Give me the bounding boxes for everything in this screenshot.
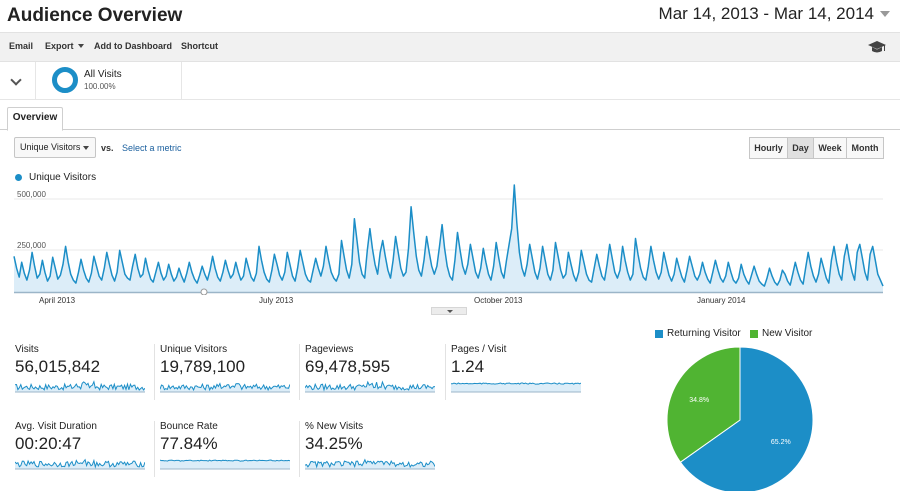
segment-bar: All Visits 100.00%	[0, 62, 900, 100]
metric-card-visits[interactable]: Visits 56,015,842	[15, 344, 155, 404]
metric-value: 69,478,595	[305, 357, 391, 376]
sparkline	[15, 380, 145, 393]
sparkline-line	[305, 380, 435, 392]
page-title: Audience Overview	[7, 5, 183, 26]
sparkline-area	[305, 382, 435, 392]
metric-card-pages-per-visit[interactable]: Pages / Visit 1.24	[445, 344, 591, 404]
shortcut-button[interactable]: Shortcut	[181, 41, 218, 51]
x-tick-label: July 2013	[259, 296, 294, 305]
chevron-down-icon	[447, 310, 453, 313]
granularity-week[interactable]: Week	[813, 137, 847, 159]
metric-value: 19,789,100	[160, 357, 246, 376]
date-range-caret-icon[interactable]	[880, 11, 890, 17]
y-tick-label: 500,000	[17, 190, 46, 199]
sparkline-area	[451, 383, 581, 392]
x-tick-label: April 2013	[39, 296, 76, 305]
card-divider	[299, 421, 300, 477]
export-label: Export	[45, 41, 74, 51]
sparkline-area	[15, 381, 145, 392]
sparkline	[160, 459, 290, 470]
vs-label: vs.	[101, 143, 114, 153]
metric-value: 56,015,842	[15, 357, 101, 376]
x-tick-label: January 2014	[697, 296, 746, 305]
sparkline	[160, 382, 290, 393]
y-tick-label: 250,000	[17, 241, 46, 250]
metric-card-pageviews[interactable]: Pageviews 69,478,595	[299, 344, 445, 404]
sparkline	[305, 380, 435, 393]
legend-new-visitor[interactable]: New Visitor	[762, 328, 813, 339]
metric-label: Unique Visitors	[160, 344, 228, 355]
chevron-down-icon	[10, 74, 22, 86]
add-to-dashboard-button[interactable]: Add to Dashboard	[94, 41, 172, 51]
sparkline-area	[160, 383, 290, 392]
segment-ring-icon	[52, 67, 78, 93]
x-tick-label: October 2013	[474, 296, 523, 305]
tab-strip: Overview	[0, 100, 900, 131]
pie-slice-returning-visitor[interactable]	[679, 346, 814, 491]
pie-slice-new-visitor[interactable]	[666, 346, 741, 463]
date-range-picker[interactable]: Mar 14, 2013 - Mar 14, 2014	[658, 4, 874, 23]
segment-divider	[181, 62, 182, 100]
metric-card-bounce-rate[interactable]: Bounce Rate 77.84%	[154, 421, 300, 481]
card-divider	[299, 344, 300, 400]
segment-toggle[interactable]	[0, 62, 36, 100]
sparkline-line	[15, 458, 145, 469]
metric-label: Pages / Visit	[451, 344, 507, 355]
metric-label: Pageviews	[305, 344, 354, 355]
tab-overview[interactable]: Overview	[7, 107, 63, 131]
sparkline	[15, 458, 145, 470]
chart-expand-handle[interactable]	[431, 307, 467, 315]
metric-card-unique-visitors[interactable]: Unique Visitors 19,789,100	[154, 344, 300, 404]
metric-value: 00:20:47	[15, 434, 82, 453]
granularity-month[interactable]: Month	[846, 137, 884, 159]
metric-card-new-visits[interactable]: % New Visits 34.25%	[299, 421, 445, 481]
legend-label: Unique Visitors	[29, 172, 97, 183]
sparkline-line	[305, 458, 435, 469]
sparkline-line	[160, 382, 290, 392]
series-line	[13, 184, 884, 287]
metric-select-caret-icon	[83, 146, 89, 150]
granularity-day[interactable]: Day	[787, 137, 814, 159]
visitor-type-pie-chart[interactable]: 65.2% 34.8%	[665, 345, 815, 491]
metric-label: Avg. Visit Duration	[15, 421, 97, 432]
sparkline	[305, 458, 435, 470]
series-area	[14, 185, 883, 292]
sparkline	[451, 382, 581, 393]
export-button[interactable]: Export	[45, 41, 84, 51]
metric-card-avg-visit-duration[interactable]: Avg. Visit Duration 00:20:47	[15, 421, 155, 481]
granularity-hourly[interactable]: Hourly	[749, 137, 788, 159]
metric-select[interactable]: Unique Visitors	[14, 137, 96, 158]
sparkline-line	[15, 380, 145, 391]
metric-label: Bounce Rate	[160, 421, 218, 432]
legend-swatch-new	[750, 330, 758, 338]
segment-name: All Visits	[84, 69, 122, 80]
legend-returning-visitor[interactable]: Returning Visitor	[667, 328, 741, 339]
sparkline-line	[160, 459, 290, 462]
card-divider	[154, 421, 155, 477]
metric-label: Visits	[15, 344, 39, 355]
toolbar: Email Export Add to Dashboard Shortcut	[0, 32, 900, 62]
graduation-cap-icon[interactable]	[868, 41, 886, 54]
card-divider	[445, 344, 446, 400]
sparkline-line	[451, 382, 581, 385]
export-caret-icon	[77, 44, 84, 48]
sparkline-area	[160, 460, 290, 469]
metric-select-value: Unique Visitors	[20, 142, 81, 152]
email-button[interactable]: Email	[9, 41, 34, 51]
pie-slice-label: 34.8%	[689, 397, 709, 404]
unique-visitors-trend-chart[interactable]	[0, 180, 900, 295]
metric-label: % New Visits	[305, 421, 364, 432]
pie-slice-label: 65.2%	[771, 439, 791, 446]
legend-swatch-returning	[655, 330, 663, 338]
legend-dot-icon	[15, 174, 22, 181]
metric-value: 77.84%	[160, 434, 218, 453]
sparkline-area	[15, 459, 145, 469]
select-metric-link[interactable]: Select a metric	[122, 143, 182, 153]
card-divider	[154, 344, 155, 400]
segment-percent: 100.00%	[84, 82, 116, 91]
page-header: Audience Overview Mar 14, 2013 - Mar 14,…	[0, 0, 900, 32]
metric-value: 1.24	[451, 357, 485, 376]
metric-value: 34.25%	[305, 434, 363, 453]
annotation-marker[interactable]	[200, 288, 208, 295]
